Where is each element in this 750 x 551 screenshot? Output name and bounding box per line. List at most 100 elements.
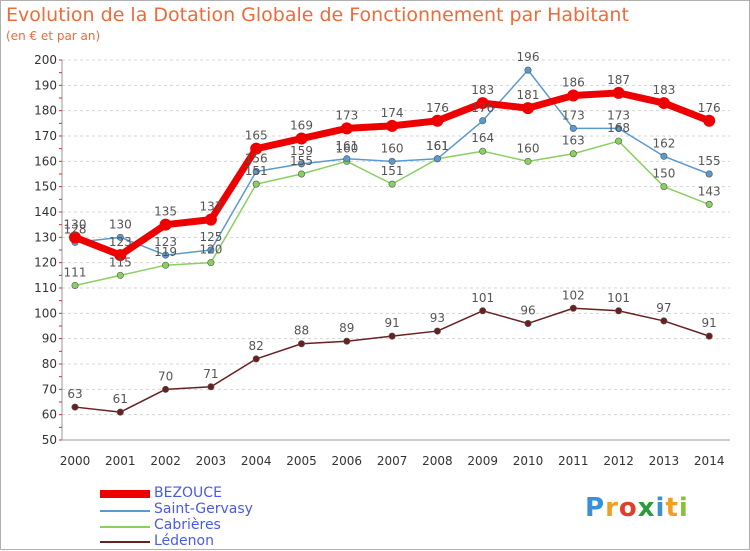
y-tick-label: 190 [34, 78, 57, 92]
data-label: 123 [154, 235, 177, 249]
data-point [114, 249, 127, 262]
data-label: 160 [381, 141, 404, 155]
data-point [343, 155, 351, 163]
data-point [386, 119, 399, 132]
y-tick-label: 200 [34, 53, 57, 67]
data-label: 183 [652, 83, 675, 97]
data-label: 176 [426, 101, 449, 115]
logo-letter: i [678, 493, 689, 523]
data-point [388, 180, 396, 188]
data-label: 196 [517, 50, 540, 64]
data-label: 163 [562, 134, 585, 148]
logo-letter: P [585, 493, 606, 523]
data-label: 183 [471, 83, 494, 97]
data-point [479, 117, 487, 125]
data-label: 135 [154, 205, 177, 219]
data-point [524, 319, 532, 327]
logo-letter: r [605, 493, 619, 523]
x-tick-label: 2007 [377, 454, 408, 468]
legend-label-cabrieres: Cabrières [154, 517, 221, 533]
y-tick-label: 100 [34, 306, 57, 320]
x-tick-label: 2001 [105, 454, 136, 468]
data-point [162, 261, 170, 269]
data-label: 123 [109, 235, 132, 249]
x-tick-label: 2003 [196, 454, 227, 468]
y-tick-label: 180 [34, 104, 57, 118]
data-point [615, 124, 623, 132]
logo-letter: o [618, 493, 638, 523]
chart-subtitle: (en € et par an) [6, 29, 101, 43]
data-point [162, 251, 170, 259]
legend-label-saint-gervasy: Saint-Gervasy [154, 501, 253, 517]
data-label: 173 [607, 108, 630, 122]
data-label: 176 [698, 101, 721, 115]
data-point [567, 89, 580, 102]
data-point [569, 304, 577, 312]
y-tick-label: 60 [42, 408, 57, 422]
data-label: 120 [199, 243, 222, 257]
data-label: 150 [652, 167, 675, 181]
data-point [71, 281, 79, 289]
data-label: 97 [656, 301, 671, 315]
data-label: 91 [384, 316, 399, 330]
legend-swatch-saint-gervasy [100, 510, 150, 512]
data-label: 143 [698, 184, 721, 198]
data-label: 155 [698, 154, 721, 168]
data-label: 91 [702, 316, 717, 330]
data-point [207, 246, 215, 254]
data-label: 161 [426, 139, 449, 153]
data-label: 128 [64, 222, 87, 236]
y-tick-label: 170 [34, 129, 57, 143]
data-label: 82 [249, 339, 264, 353]
data-label: 93 [430, 311, 445, 325]
data-label: 130 [64, 217, 87, 231]
data-point [433, 327, 441, 335]
y-tick-label: 110 [34, 281, 57, 295]
y-tick-label: 120 [34, 256, 57, 270]
data-label: 96 [520, 303, 535, 317]
data-point [703, 114, 716, 127]
data-label: 61 [113, 392, 128, 406]
data-point [207, 383, 215, 391]
data-label: 162 [652, 136, 675, 150]
data-point [569, 124, 577, 132]
data-point [340, 122, 353, 135]
data-point [204, 213, 217, 226]
y-tick-label: 140 [34, 205, 57, 219]
data-label: 88 [294, 324, 309, 338]
data-label: 156 [245, 151, 268, 165]
data-label: 119 [154, 245, 177, 259]
data-point [660, 183, 668, 191]
legend-label-ledenon: Lédenon [154, 533, 214, 549]
data-point [476, 97, 489, 110]
logo-letter: x [637, 493, 656, 523]
legend-swatch-bezouce [100, 490, 150, 498]
data-point [116, 271, 124, 279]
data-point [252, 180, 260, 188]
data-label: 169 [290, 119, 313, 133]
x-tick-label: 2008 [422, 454, 453, 468]
data-point [479, 307, 487, 315]
legend-swatch-cabrieres [100, 526, 150, 528]
data-label: 70 [158, 369, 173, 383]
data-point [116, 408, 124, 416]
data-label: 164 [471, 131, 494, 145]
x-tick-label: 2011 [558, 454, 589, 468]
y-tick-label: 90 [42, 332, 57, 346]
data-label: 161 [335, 139, 358, 153]
data-point [297, 340, 305, 348]
data-label: 130 [109, 217, 132, 231]
data-point [162, 385, 170, 393]
data-point [252, 167, 260, 175]
data-point [297, 170, 305, 178]
data-point [657, 97, 670, 110]
data-point [116, 233, 124, 241]
data-point [524, 157, 532, 165]
data-point [388, 332, 396, 340]
y-tick-label: 80 [42, 357, 57, 371]
x-tick-label: 2006 [332, 454, 363, 468]
data-point [660, 152, 668, 160]
data-point [388, 157, 396, 165]
data-point [615, 137, 623, 145]
